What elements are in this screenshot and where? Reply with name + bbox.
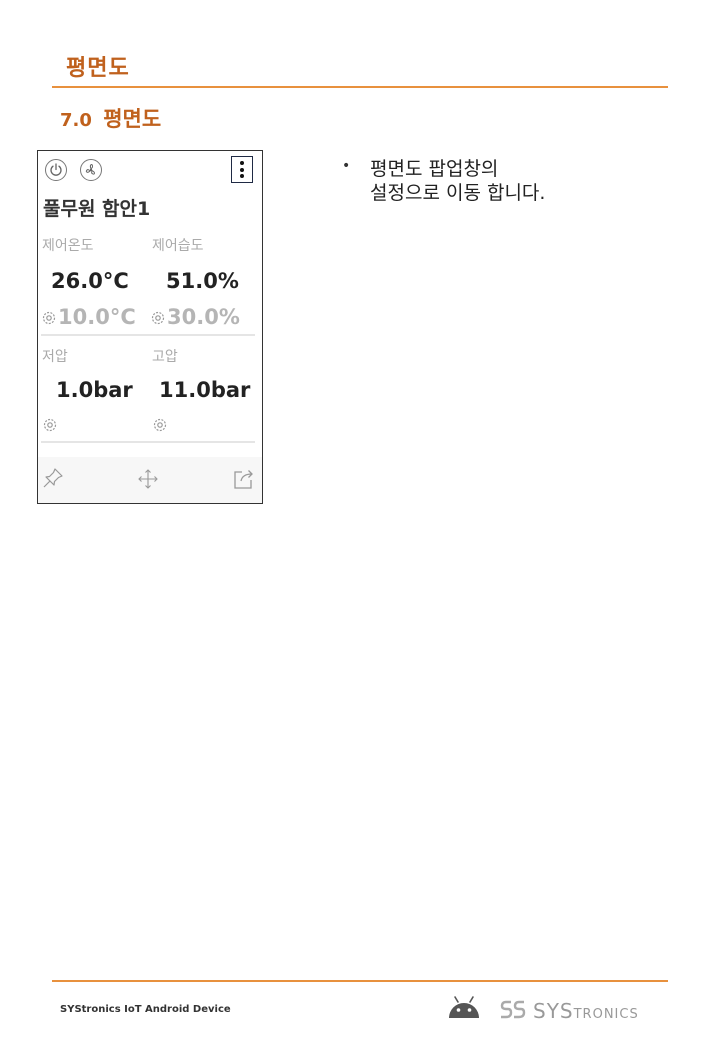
control-humidity-label: 제어습도 bbox=[152, 238, 204, 254]
humidity-setpoint-value: 30.0% bbox=[167, 305, 240, 329]
bullet-text: 평면도 팝업창의 설정으로 이동 합니다. bbox=[370, 157, 670, 205]
gear-icon bbox=[151, 311, 165, 325]
footer-rule bbox=[52, 980, 668, 982]
section-number: 7.0 bbox=[60, 110, 92, 131]
section-title-text: 평면도 bbox=[103, 107, 162, 131]
bullet-line-1: 평면도 팝업창의 bbox=[370, 158, 499, 180]
android-logo-icon bbox=[449, 996, 479, 1018]
control-temp-label: 제어온도 bbox=[42, 238, 94, 254]
device-name: 풀무원 함안1 bbox=[43, 198, 151, 220]
footer-device-text: SYStronics IoT Android Device bbox=[60, 1004, 231, 1015]
control-humidity-value: 51.0% bbox=[166, 269, 239, 293]
brand-big: SYS bbox=[533, 999, 574, 1023]
share-icon[interactable] bbox=[232, 467, 256, 491]
high-pressure-label: 고압 bbox=[152, 349, 178, 365]
card-divider bbox=[41, 334, 255, 336]
temp-setpoint[interactable]: 10.0°C bbox=[41, 305, 136, 329]
high-pressure-value: 11.0bar bbox=[159, 378, 251, 402]
low-pressure-label: 저압 bbox=[42, 349, 68, 365]
fan-icon[interactable] bbox=[80, 159, 102, 181]
humidity-setpoint[interactable]: 30.0% bbox=[150, 305, 240, 329]
card-divider bbox=[41, 441, 255, 443]
low-pressure-gear-icon[interactable] bbox=[42, 417, 58, 433]
section-title: 7.0 평면도 bbox=[60, 103, 161, 133]
power-icon[interactable] bbox=[45, 159, 67, 181]
temp-setpoint-value: 10.0°C bbox=[58, 305, 136, 329]
page-header-title: 평면도 bbox=[66, 56, 130, 81]
gear-icon bbox=[42, 311, 56, 325]
bullet-dot: • bbox=[342, 158, 351, 174]
brand-logo: SYSTRONICS bbox=[533, 999, 639, 1023]
control-temp-value: 26.0°C bbox=[51, 269, 129, 293]
pin-icon[interactable] bbox=[42, 467, 64, 489]
card-toolbar bbox=[38, 457, 262, 503]
high-pressure-gear-icon[interactable] bbox=[152, 417, 168, 433]
systronics-mark-icon bbox=[500, 1000, 526, 1019]
brand-small: TRONICS bbox=[573, 1007, 639, 1022]
device-card: 풀무원 함안1 제어온도 제어습도 26.0°C 51.0% 10.0°C 30… bbox=[37, 150, 263, 504]
low-pressure-value: 1.0bar bbox=[56, 378, 133, 402]
header-rule bbox=[52, 86, 668, 88]
move-arrows-icon[interactable] bbox=[136, 467, 160, 491]
vertical-dots-menu-icon[interactable] bbox=[231, 156, 253, 183]
bullet-line-2: 설정으로 이동 합니다. bbox=[370, 182, 546, 204]
